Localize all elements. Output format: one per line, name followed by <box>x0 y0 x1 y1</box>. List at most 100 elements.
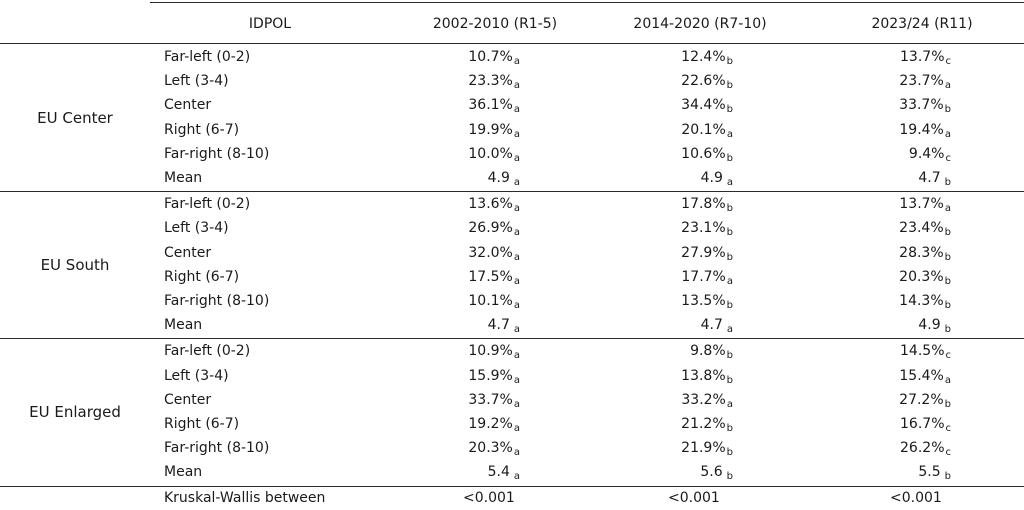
significance-letter: b <box>944 251 951 263</box>
value-cell: 22.6%b <box>613 69 733 93</box>
value-text: 4.9 <box>487 170 510 186</box>
significance-letter: a <box>513 275 520 287</box>
value-text: 33.7% <box>899 97 944 114</box>
significance-letter: a <box>944 80 951 92</box>
value-text: 26.2% <box>900 440 945 457</box>
significance-letter: c <box>945 56 952 67</box>
value-cell: 10.6%b <box>613 142 733 166</box>
value-cell: 21.2%b <box>613 412 733 436</box>
significance-letter: a <box>513 80 520 92</box>
value-cell: 4.9 a <box>400 166 520 190</box>
row-label: Left (3-4) <box>164 220 229 237</box>
value-text: 21.2% <box>681 416 726 432</box>
value-cell: 20.3%b <box>831 265 951 289</box>
significance-letter: b <box>726 227 733 239</box>
row-label: Far-right (8-10) <box>164 293 270 309</box>
value-cell: 17.7%a <box>613 265 733 289</box>
group-label: EU Center <box>37 108 113 127</box>
significance-letter: b <box>726 447 733 459</box>
value-text: 10.1% <box>468 293 513 309</box>
significance-letter: a <box>726 275 733 287</box>
value-cell: 27.9%b <box>613 241 733 265</box>
significance-letter: a <box>513 300 520 311</box>
value-text: 33.7% <box>468 391 513 408</box>
row-label: Mean <box>164 170 203 186</box>
value-text: 33.2% <box>681 391 726 408</box>
value-cell: 13.5%b <box>613 289 733 313</box>
value-cell: 23.7%a <box>831 69 951 93</box>
value-cell: 33.7%a <box>400 388 520 412</box>
value-cell: 27.2%b <box>831 388 951 412</box>
value-cell: 9.8%b <box>613 339 733 363</box>
value-cell: 17.8%b <box>613 192 733 216</box>
significance-letter: a <box>513 177 520 188</box>
significance-letter: a <box>944 374 951 386</box>
value-text: 5.6 <box>700 464 723 481</box>
value-cell: 4.9 b <box>831 313 951 337</box>
header-period-2: 2014-2020 (R7-10) <box>633 16 767 32</box>
significance-letter: b <box>944 104 951 116</box>
value-text: 4.9 <box>918 317 941 334</box>
significance-letter: b <box>726 423 733 434</box>
value-text: 27.2% <box>899 391 944 408</box>
row-label: Center <box>164 244 212 261</box>
significance-letter: a <box>513 350 520 362</box>
value-cell: 33.7%b <box>831 93 951 117</box>
value-text: 20.3% <box>899 268 944 285</box>
value-cell: 28.3%b <box>831 241 951 265</box>
value-cell: 26.2%c <box>831 436 951 460</box>
value-text: 17.7% <box>681 268 726 285</box>
value-text: 15.4% <box>899 367 944 384</box>
value-cell: 5.4 a <box>400 460 520 484</box>
header-rule <box>0 43 1024 44</box>
value-cell: 23.4%b <box>831 216 951 240</box>
value-text: 26.9% <box>468 220 513 237</box>
value-text: 14.5% <box>900 343 945 360</box>
significance-letter: b <box>944 471 951 483</box>
value-cell: 13.6%a <box>400 192 520 216</box>
row-label: Mean <box>164 464 203 481</box>
significance-letter: a <box>513 251 520 263</box>
significance-letter: a <box>513 104 520 116</box>
group-label: EU South <box>40 255 110 274</box>
value-cell: 26.9%a <box>400 216 520 240</box>
value-text: 12.4% <box>681 49 726 65</box>
value-cell: 4.9 a <box>613 166 733 190</box>
value-text: 32.0% <box>468 244 513 261</box>
footer-value: <0.001 <box>463 489 515 506</box>
value-cell: 32.0%a <box>400 241 520 265</box>
footer-value: <0.001 <box>890 489 942 506</box>
row-label: Far-right (8-10) <box>164 145 270 162</box>
value-cell: 13.7%c <box>831 45 951 69</box>
significance-letter: a <box>513 398 520 410</box>
value-text: 10.7% <box>468 49 513 65</box>
significance-letter: a <box>513 203 520 215</box>
value-text: 10.9% <box>468 343 513 360</box>
value-text: 13.8% <box>681 367 726 384</box>
row-label: Center <box>164 97 212 114</box>
value-text: 14.3% <box>899 293 944 309</box>
significance-letter: a <box>726 398 733 410</box>
value-text: 23.7% <box>899 73 944 90</box>
significance-letter: a <box>726 177 733 188</box>
value-text: 36.1% <box>468 97 513 114</box>
value-text: 20.1% <box>681 121 726 138</box>
value-cell: 10.9%a <box>400 339 520 363</box>
significance-letter: a <box>513 374 520 386</box>
significance-letter: b <box>726 203 733 215</box>
significance-letter: c <box>945 423 952 434</box>
significance-letter: c <box>945 152 952 164</box>
group-rule <box>0 338 1024 340</box>
value-text: 19.2% <box>468 416 513 432</box>
value-text: 23.3% <box>468 73 513 90</box>
value-cell: 19.2%a <box>400 412 520 436</box>
row-label: Far-left (0-2) <box>164 343 251 360</box>
row-label: Left (3-4) <box>164 73 229 90</box>
value-text: 5.4 <box>487 464 510 481</box>
value-cell: 36.1%a <box>400 93 520 117</box>
value-cell: 23.1%b <box>613 216 733 240</box>
value-text: 13.6% <box>468 196 513 213</box>
value-cell: 34.4%b <box>613 93 733 117</box>
value-text: 17.5% <box>468 268 513 285</box>
